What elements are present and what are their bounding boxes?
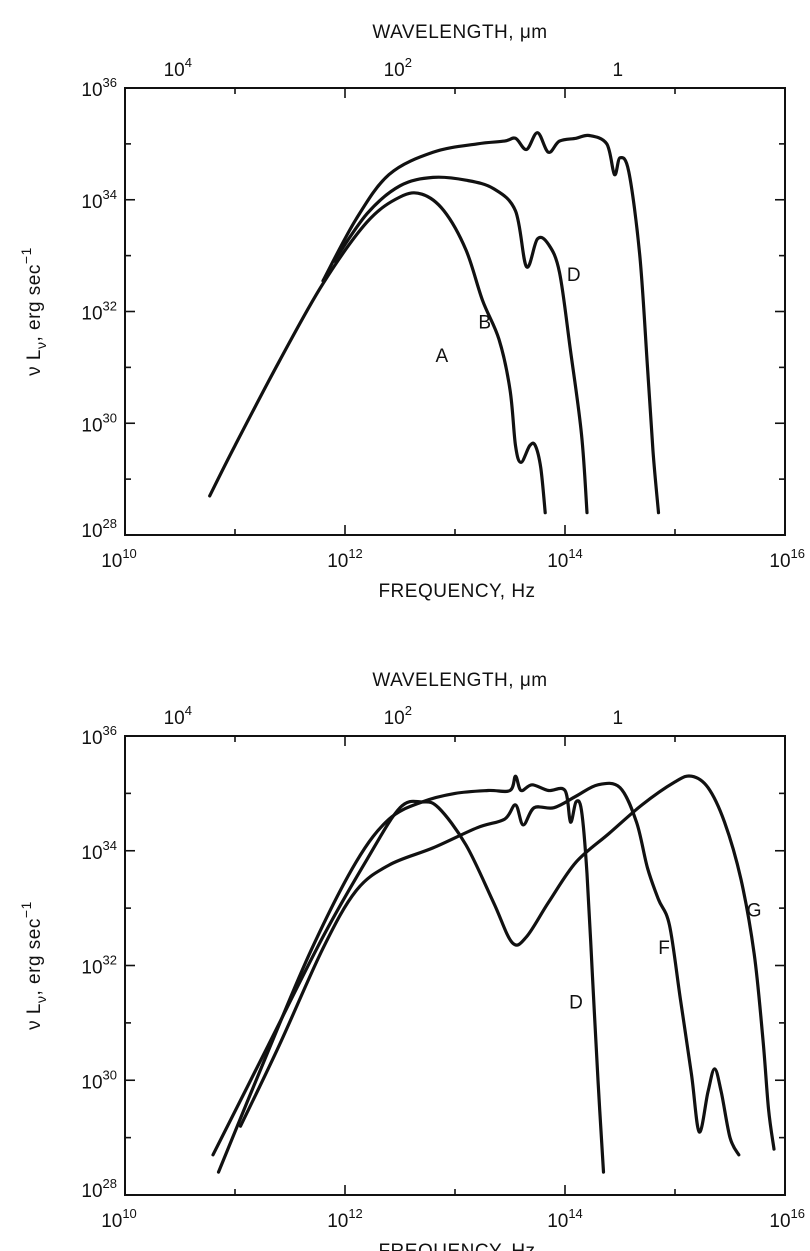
- y-tick-label: 1028: [81, 516, 117, 542]
- series-line-F: [238, 781, 741, 1157]
- series-line-D: [216, 774, 606, 1174]
- wavelength-tick-label: 104: [164, 703, 192, 729]
- y-tick-label: 1034: [81, 187, 117, 213]
- x-tick-label: 1014: [547, 546, 583, 572]
- chart-panel-1: 1010 1012 1014 1016 1028 1030 1032 1034 1036 104 1…: [18, 22, 805, 602]
- x-tick-label: 1010: [101, 546, 137, 572]
- series-line-D: [321, 131, 661, 515]
- y-tick-label: 1036: [81, 75, 117, 101]
- x-axis-title: FREQUENCY, Hz: [378, 1241, 535, 1251]
- x-tick-label: 1012: [327, 546, 363, 572]
- series-label-G: G: [747, 901, 762, 922]
- top-axis-title: WAVELENGTH, μm: [372, 670, 547, 691]
- wavelength-tick-label: 102: [384, 55, 412, 81]
- wavelength-tick-label: 1: [613, 708, 624, 729]
- y-tick-label: 1034: [81, 838, 117, 864]
- y-axis-title: ν Lν, erg sec−1: [18, 901, 49, 1030]
- x-tick-label: 1014: [547, 1206, 583, 1232]
- chart-panel-2: 1010 1012 1014 1016 1028 1030 1032 1034 1036 104 1…: [18, 670, 805, 1251]
- y-tick-label: 1032: [81, 953, 117, 979]
- series-line-A: [208, 191, 547, 515]
- y-axis-title: ν Lν, erg sec−1: [18, 247, 49, 376]
- series-line-B: [332, 175, 589, 515]
- series-line-G: [211, 774, 776, 1157]
- y-tick-label: 1036: [81, 723, 117, 749]
- x-tick-label: 1012: [327, 1206, 363, 1232]
- series-label-D: D: [569, 993, 583, 1014]
- x-tick-label: 1010: [101, 1206, 137, 1232]
- x-tick-label: 1016: [769, 546, 805, 572]
- x-tick-label: 1016: [769, 1206, 805, 1232]
- top-axis-title: WAVELENGTH, μm: [372, 22, 547, 43]
- y-tick-label: 1032: [81, 299, 117, 325]
- series-label-A: A: [435, 346, 448, 367]
- y-tick-label: 1030: [81, 1067, 117, 1093]
- plot-frame: [124, 735, 786, 1196]
- series-label-D: D: [567, 265, 581, 286]
- wavelength-tick-label: 1: [613, 60, 624, 81]
- series-label-F: F: [658, 938, 670, 959]
- x-axis-title: FREQUENCY, Hz: [378, 581, 535, 602]
- wavelength-tick-label: 104: [164, 55, 192, 81]
- y-tick-label: 1030: [81, 410, 117, 436]
- y-tick-label: 1028: [81, 1176, 117, 1202]
- wavelength-tick-label: 102: [384, 703, 412, 729]
- series-label-B: B: [478, 312, 491, 333]
